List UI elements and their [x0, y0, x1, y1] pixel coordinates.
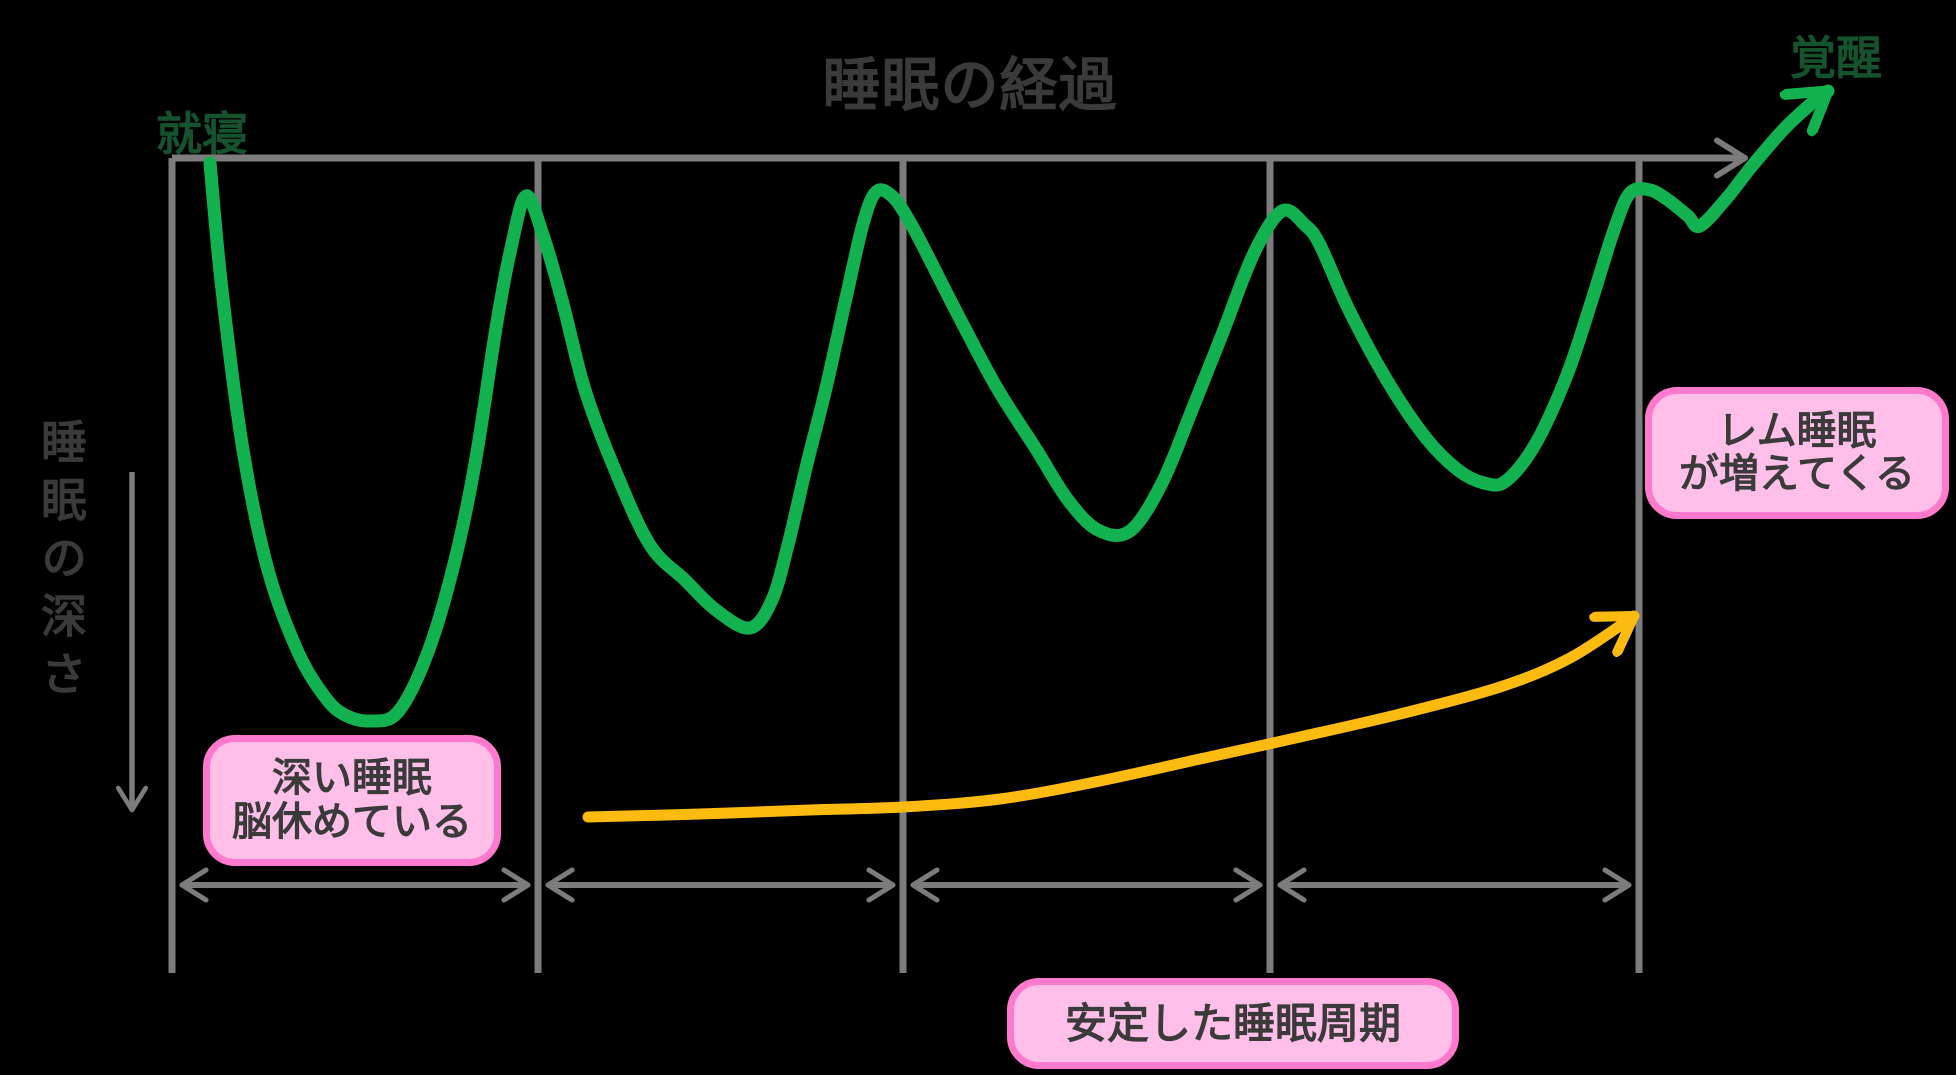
sleep-depth-curve [203, 84, 1835, 728]
stable-cycle-callout-text: 安定した睡眠周期 [1064, 999, 1401, 1047]
axes-group [115, 137, 1748, 973]
wake-label: 覚醒 [1790, 32, 1882, 84]
rem-increase-callout-line2: が増えてくる [1679, 452, 1915, 496]
rem-increase-callout-line1: レム睡眠 [1717, 408, 1877, 453]
rem-increase-callout: レム睡眠 が増えてくる [1645, 387, 1949, 519]
bedtime-label: 就寝 [156, 108, 248, 160]
rem-trend-arrow [582, 610, 1640, 823]
deep-sleep-callout-line1: 深い睡眠 [272, 756, 432, 801]
stable-cycle-callout: 安定した睡眠周期 [1007, 978, 1459, 1069]
deep-sleep-callout: 深い睡眠 脳休めている [203, 735, 501, 866]
deep-sleep-callout-line2: 脳休めている [232, 799, 472, 844]
page-title: 睡眠の経過 [822, 53, 1118, 118]
depth-axis-label: 睡眠の深さ [35, 418, 87, 708]
